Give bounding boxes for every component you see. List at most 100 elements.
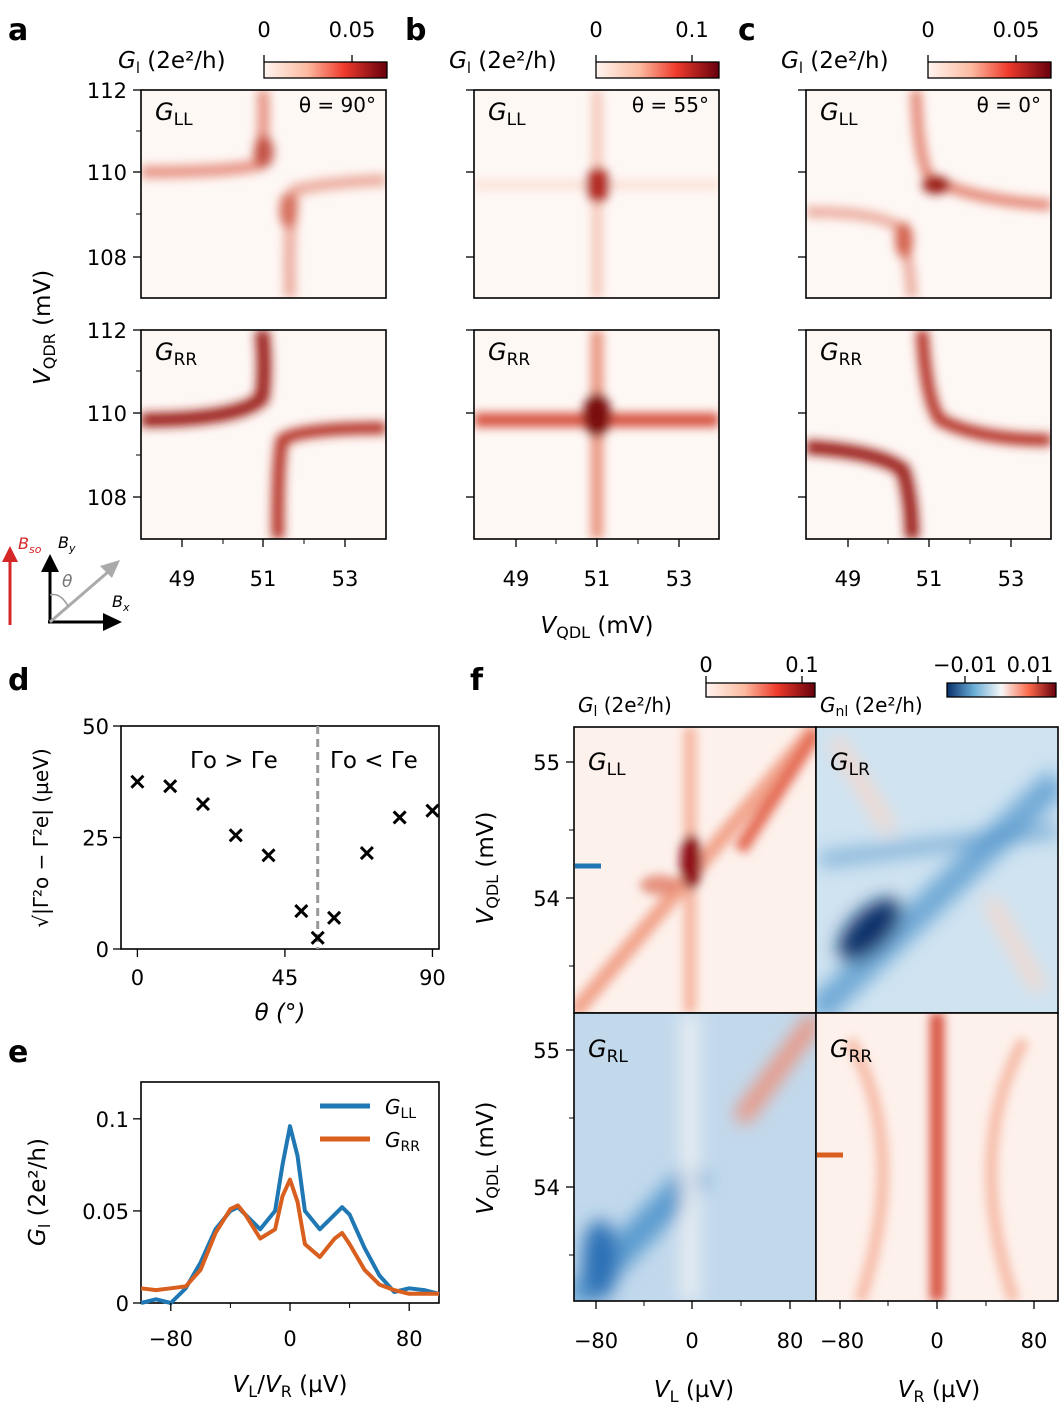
f-y-tick-55: 55	[533, 1039, 560, 1063]
y-tick-112: 112	[87, 79, 127, 103]
x-tick-49: 49	[835, 567, 862, 591]
d-y-tick: 0	[96, 938, 109, 962]
d-x-axis-label: θ (°)	[255, 1000, 306, 1026]
d-x-tick: 0	[131, 966, 144, 990]
f-x-axis-label-vr: VR (µV)	[898, 1377, 980, 1406]
e-y-tick: 0.1	[96, 1108, 129, 1132]
y-tick-108: 108	[87, 246, 127, 270]
theta-symbol: θ	[62, 572, 73, 592]
heatmap-b-grr	[473, 329, 720, 540]
label-c-grr: GRR	[820, 338, 862, 370]
heatmap-f-grl	[573, 1012, 817, 1302]
e-y-tick: 0	[116, 1292, 129, 1316]
d-point	[359, 846, 374, 861]
axis-a-y: 112 110 108 112 110 108 VQDR (mV)	[30, 79, 141, 510]
colorbar-a: Gl (2e²/h) 0 0.05	[118, 18, 388, 79]
d-point	[310, 930, 325, 945]
panel-letter-c: c	[738, 13, 756, 48]
colorbar-a-tick: 0.05	[329, 18, 376, 42]
e-x-axis-label: VL/VR (µV)	[233, 1372, 348, 1401]
d-point	[425, 803, 440, 818]
f-y-tick-54: 54	[533, 1176, 560, 1200]
panel-letter-b: b	[405, 13, 426, 48]
e-y-tick: 0.05	[82, 1200, 129, 1224]
by-label: By	[58, 533, 76, 555]
heatmap-a-gll	[140, 89, 387, 299]
colorbar-f-right-tick: −0.01	[933, 653, 997, 677]
y-tick-108: 108	[87, 486, 127, 510]
f-y-tick-55: 55	[533, 751, 560, 775]
d-point	[163, 779, 178, 794]
d-marks	[113, 725, 440, 957]
d-x-ticks: 0 45 90	[131, 966, 446, 990]
heatmap-b-gll	[473, 89, 720, 299]
bso-label: Bso	[18, 534, 42, 556]
label-f-glr: GLR	[830, 748, 870, 780]
e-x-tick: 0	[283, 1327, 296, 1351]
x-tick-49: 49	[169, 567, 196, 591]
axis-a-x: 49 51 53	[169, 539, 359, 591]
d-point	[195, 796, 211, 812]
e-series-gll	[140, 1124, 440, 1305]
e-x-tick: 80	[396, 1327, 423, 1351]
panel-letter-e: e	[8, 1035, 28, 1070]
label-b-gll: GLL	[488, 98, 526, 130]
colorbar-b-tick: 0	[589, 18, 602, 42]
bx-label: Bx	[112, 592, 130, 614]
colorbar-b-tick: 0.1	[675, 18, 708, 42]
heatmap-f-grr	[815, 1012, 1059, 1302]
x-tick-53: 53	[666, 567, 693, 591]
d-y-tick: 25	[82, 827, 109, 851]
f-y-tick-54: 54	[533, 887, 560, 911]
colorbar-c-tick: 0.05	[993, 18, 1040, 42]
colorbar-f-right-gradient	[946, 682, 1057, 698]
x-tick-51: 51	[916, 567, 943, 591]
d-region-right: Γo < Γe	[330, 748, 418, 774]
d-point	[327, 910, 342, 925]
colorbar-b: Gl (2e²/h) 0 0.1	[449, 18, 720, 79]
colorbar-f-left: Gl (2e²/h) 0 0.1	[578, 653, 819, 720]
d-point	[228, 828, 243, 843]
label-f-grr: GRR	[830, 1035, 872, 1067]
colorbar-f-left-tick: 0.1	[785, 653, 818, 677]
label-f-grl: GRL	[588, 1035, 628, 1067]
f-x-tick: 0	[685, 1329, 698, 1353]
label-a-grr: GRR	[155, 338, 197, 370]
x-tick-53: 53	[998, 567, 1025, 591]
label-a-gll: GLL	[155, 98, 193, 130]
f-x-tick: 80	[1021, 1329, 1048, 1353]
b-arrow	[49, 570, 109, 624]
e-y-ticks: 0 0.05 0.1	[82, 1108, 129, 1316]
f-x-tick: 80	[777, 1329, 804, 1353]
e-series-grr	[140, 1177, 439, 1296]
d-point	[261, 848, 276, 863]
panel-letter-d: d	[8, 663, 29, 698]
f-x-axis-label-vl: VL (µV)	[654, 1377, 734, 1406]
colorbar-f-left-tick: 0	[699, 653, 712, 677]
panel-letter-a: a	[8, 13, 28, 48]
colorbar-c-gradient	[927, 61, 1052, 79]
colorbar-f-right-label: Gnl (2e²/h)	[820, 693, 923, 720]
x-tick-51: 51	[250, 567, 277, 591]
colorbar-f-right-tick: 0.01	[1007, 653, 1054, 677]
f-x-tick: −80	[574, 1329, 618, 1353]
f-y-axis-label-bottom: VQDL (mV)	[473, 1102, 502, 1215]
colorbar-b-gradient	[595, 61, 720, 79]
legend-label-gll: GLL	[385, 1095, 416, 1122]
d-y-ticks: 0 25 50	[82, 715, 109, 962]
e-x-ticks: −80 0 80	[149, 1327, 423, 1351]
colorbar-a-tick: 0	[257, 18, 270, 42]
label-f-gll: GLL	[588, 748, 626, 780]
colorbar-a-label: Gl (2e²/h)	[118, 48, 226, 77]
e-x-tick: −80	[149, 1327, 193, 1351]
label-theta-a: θ = 90°	[299, 93, 376, 117]
axis-f: 55 54 55 54 VQDL (mV) VQDL (mV) −80 0 80…	[473, 751, 1047, 1406]
label-theta-c: θ = 0°	[977, 93, 1041, 117]
f-y-axis-label-top: VQDL (mV)	[473, 812, 502, 925]
f-x-tick: −80	[820, 1329, 864, 1353]
colorbar-f-left-gradient	[705, 682, 816, 698]
label-b-grr: GRR	[488, 338, 530, 370]
d-y-axis-label: √|Γ²o − Γ²e| (µeV)	[29, 748, 53, 927]
chart-e: −80 0 80 0 0.05 0.1 GLL GRR VL/VR (µV) G…	[25, 1081, 440, 1401]
x-tick-53: 53	[332, 567, 359, 591]
